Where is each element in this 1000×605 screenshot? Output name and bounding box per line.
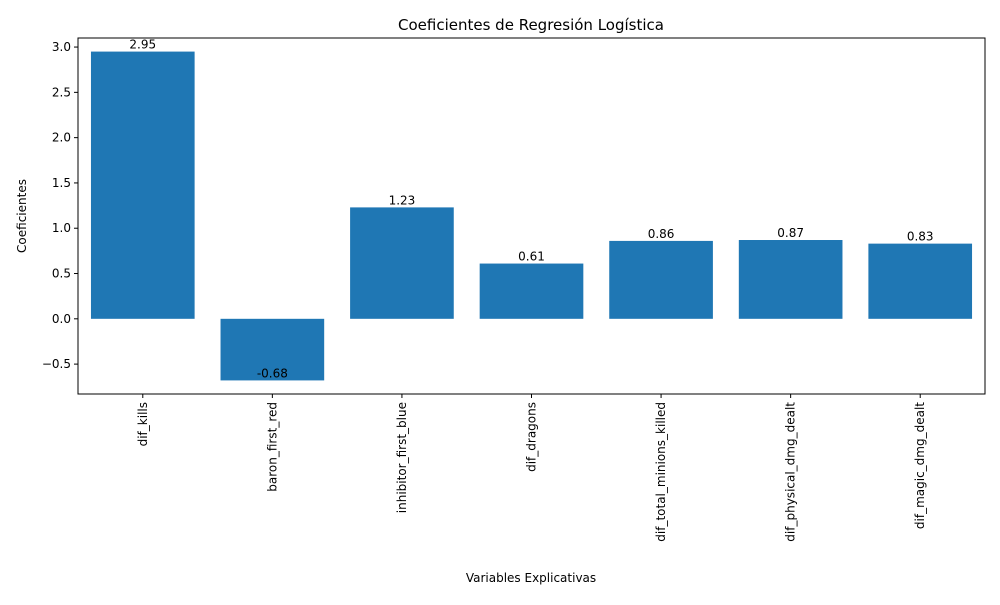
- x-tick-label: dif_physical_dmg_dealt: [784, 402, 798, 542]
- plot-area: 2.95 -0.68 1.23 0.61 0.86 0.87 0.83: [90, 38, 973, 381]
- x-axis-title: Variables Explicativas: [466, 571, 596, 585]
- bar-value-label: -0.68: [257, 366, 288, 380]
- bar: [609, 240, 713, 319]
- x-tick-label: inhibitor_first_blue: [395, 402, 409, 513]
- x-tick-label: dif_dragons: [525, 402, 539, 472]
- x-tick-label: dif_total_minions_killed: [654, 402, 668, 542]
- x-tick-label: dif_kills: [136, 402, 150, 446]
- y-tick-label: 1.0: [52, 221, 71, 235]
- plot-frame: [77, 37, 986, 395]
- x-tick-label: baron_first_red: [265, 402, 279, 492]
- bar: [868, 243, 973, 319]
- y-tick-label: 2.5: [52, 85, 71, 99]
- bar-value-label: 0.86: [648, 227, 675, 241]
- bar: [220, 318, 325, 381]
- bar: [90, 51, 195, 319]
- y-tick-label: 0.0: [52, 312, 71, 326]
- y-axis-title: Coeficientes: [15, 179, 29, 253]
- x-tick-label: dif_magic_dmg_dealt: [913, 402, 927, 529]
- bar-value-label: 1.23: [389, 193, 416, 207]
- y-tick-label: 1.5: [52, 176, 71, 190]
- bar: [479, 263, 584, 319]
- chart-title: Coeficientes de Regresión Logística: [398, 16, 664, 34]
- y-tick-label: 0.5: [52, 267, 71, 281]
- bar: [350, 207, 454, 319]
- bar: [738, 240, 843, 319]
- bar-value-label: 0.83: [907, 230, 934, 244]
- y-tick-label: 3.0: [52, 40, 71, 54]
- bar-value-label: 0.61: [518, 250, 545, 264]
- y-tick-label: −0.5: [42, 357, 71, 371]
- y-tick-label: 2.0: [52, 131, 71, 145]
- bar-value-label: 2.95: [129, 38, 156, 52]
- y-axis: −0.5 0.0 0.5 1.0 1.5 2.0 2.5 3.0: [42, 40, 78, 371]
- bar-value-label: 0.87: [777, 226, 804, 240]
- x-axis: dif_kills baron_first_red inhibitor_first_…: [136, 394, 927, 542]
